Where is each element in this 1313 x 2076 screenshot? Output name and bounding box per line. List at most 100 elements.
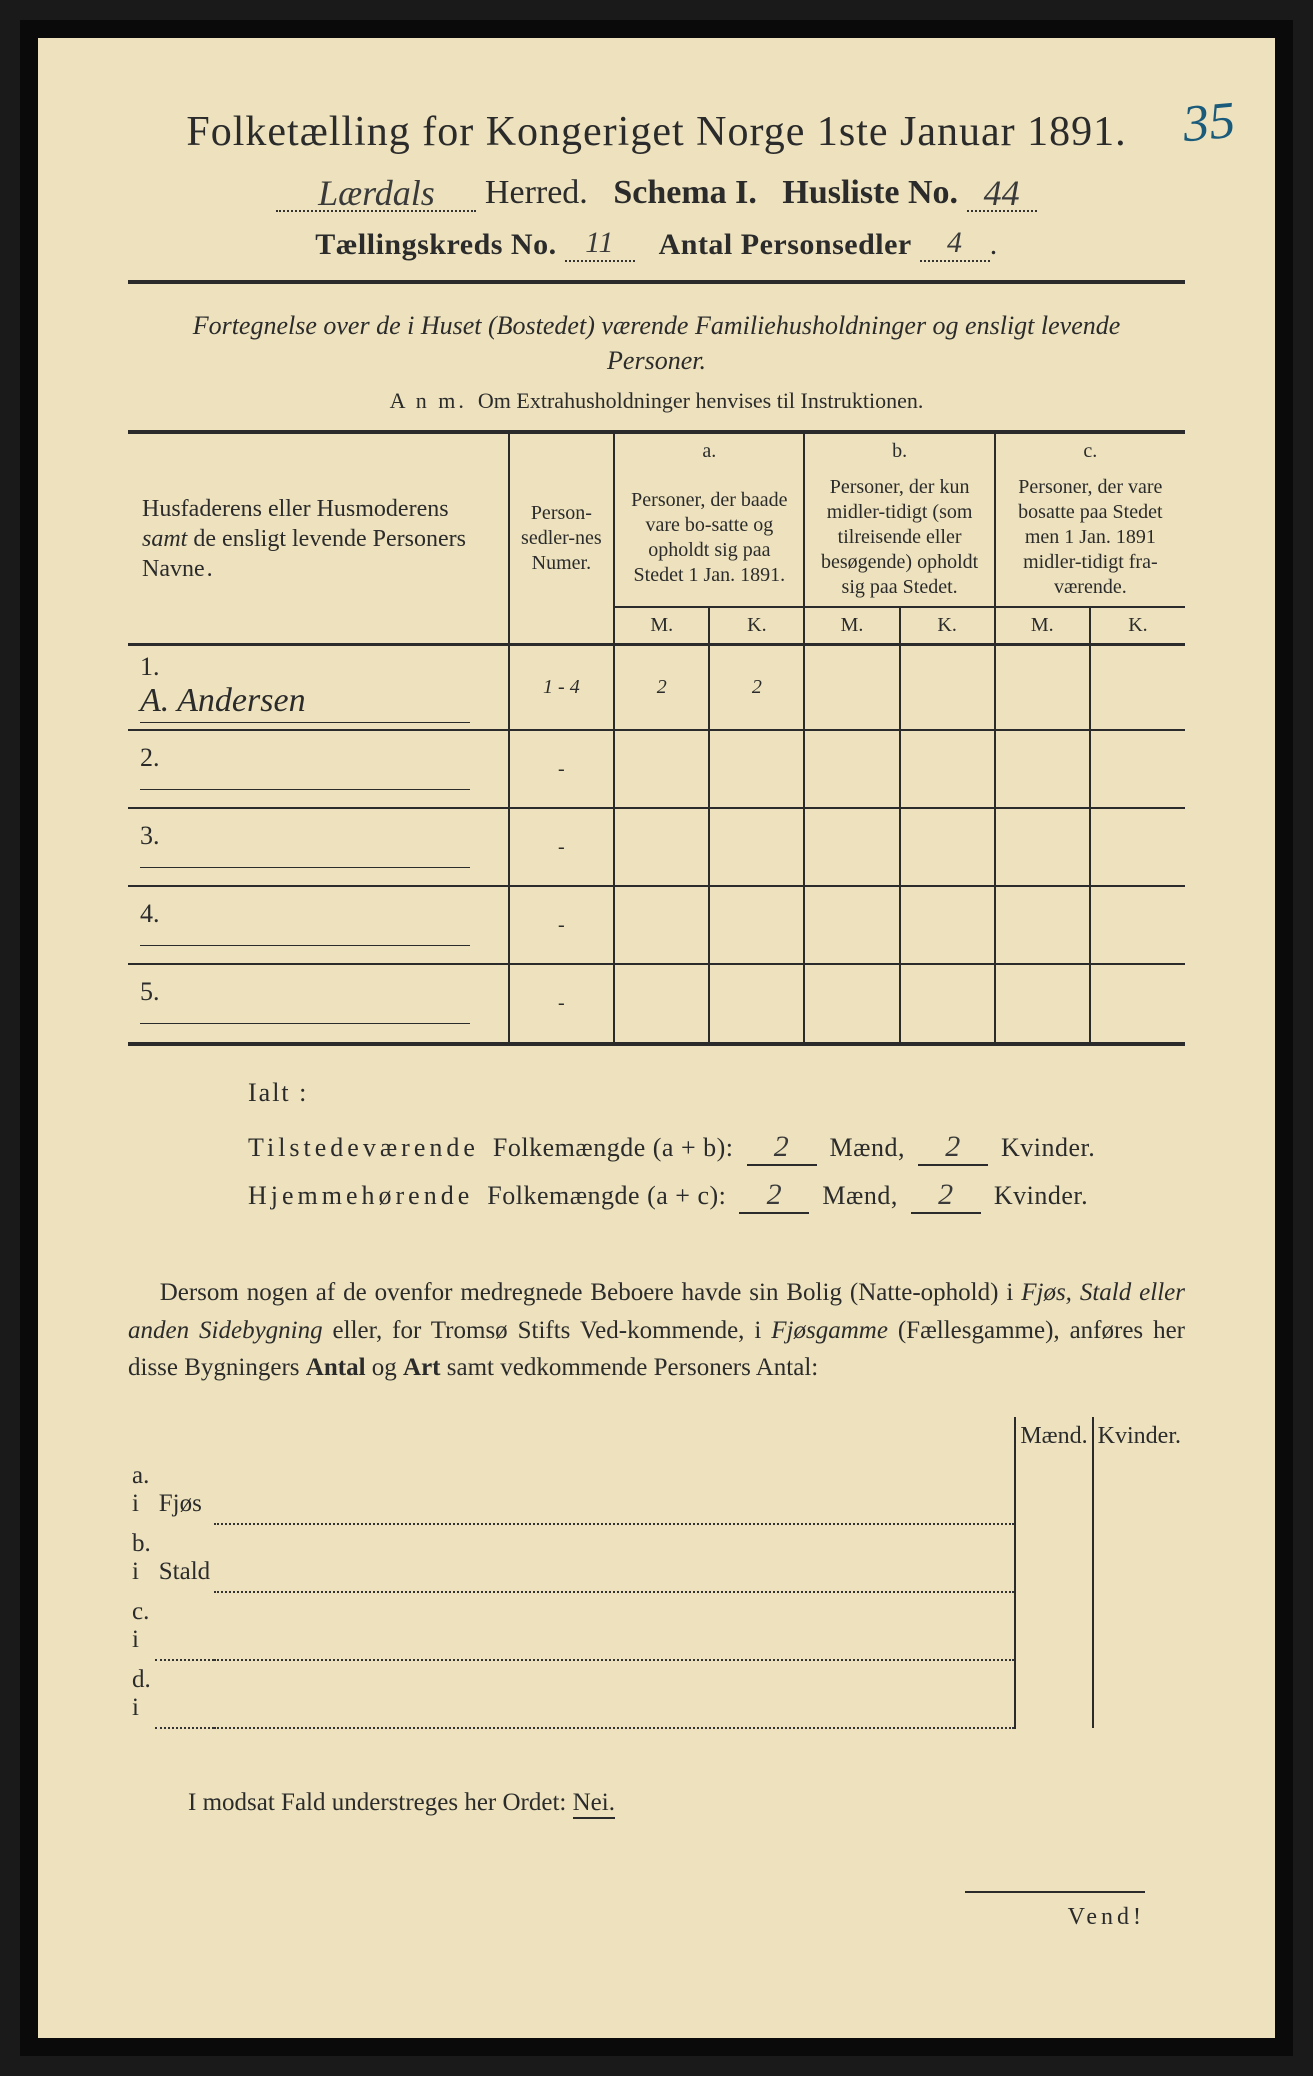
col-numer: Person-sedler-nes Numer. [509,434,615,645]
cell-bk [900,964,995,1042]
side-type: Stald [155,1524,214,1592]
cell-ak [709,730,804,808]
cell-ck [1090,886,1185,964]
side-row: b. i Stald [128,1524,1185,1592]
b-k: K. [900,607,995,645]
col-c-top: c. [995,434,1185,469]
summary-line-2: Hjemmehørende Folkemængde (a + c): 2 Mæn… [248,1178,1185,1214]
maend-label: Mænd, [830,1133,905,1162]
side-k [1093,1660,1185,1728]
side-header: Mænd. Kvinder. [128,1417,1185,1456]
col-b: Personer, der kun midler-tidigt (som til… [804,469,994,607]
schema-label: Schema I. [613,174,757,211]
col-a-top: a. [614,434,804,469]
cell-bm [804,646,899,730]
cell-numer: 1 - 4 [509,646,615,730]
cell-am [614,808,709,886]
herred-line: Lærdals Herred. Schema I. Husliste No. 4… [128,168,1185,212]
ialt-label: Ialt : [248,1078,1185,1108]
cell-bm [804,730,899,808]
cell-ck [1090,964,1185,1042]
census-table: Husfaderens eller Husmoderens samt de en… [128,434,1185,1042]
row-num: 2. [140,743,168,773]
herred-field: Lærdals [276,168,476,212]
cell-ak [709,886,804,964]
side-label: d. i [128,1660,155,1728]
cell-name: 3. [128,808,509,886]
header-row-top: Husfaderens eller Husmoderens samt de en… [128,434,1185,469]
cell-numer: - [509,808,615,886]
herred-label: Herred. [485,174,588,211]
summary2-k: 2 [938,1178,954,1211]
anm-label: A n m. [390,388,467,413]
b-m: M. [804,607,899,645]
side-m [1015,1524,1092,1592]
ialt-block: Ialt : Tilstedeværende Folkemængde (a + … [248,1078,1185,1214]
anm-line: A n m. Om Extrahusholdninger henvises ti… [128,388,1185,414]
cell-cm [995,646,1090,730]
antal-field: 4 [920,226,990,262]
cell-cm [995,808,1090,886]
cell-bk [900,886,995,964]
document-paper: 35 Folketælling for Kongeriget Norge 1st… [38,38,1275,2038]
telling-value: 11 [585,226,614,259]
side-m [1015,1456,1092,1524]
nei-prefix: I modsat Fald understreges her Ordet: [188,1789,566,1816]
a-m: M. [614,607,709,645]
side-k [1093,1456,1185,1524]
summary2-m: 2 [767,1178,783,1211]
cell-bm [804,808,899,886]
cell-cm [995,964,1090,1042]
a-k: K. [709,607,804,645]
cell-name: 4. [128,886,509,964]
side-type: Fjøs [155,1456,214,1524]
side-k [1093,1592,1185,1660]
cell-name: 5. [128,964,509,1042]
vend-label: Vend! [1068,1904,1145,1930]
vend-block: Vend! [128,1877,1185,1931]
summary1-label: Tilstedeværende [248,1133,479,1162]
col-name: Husfaderens eller Husmoderens samt de en… [128,434,509,645]
cell-bk [900,808,995,886]
side-row: a. i Fjøs [128,1456,1185,1524]
side-row: d. i [128,1660,1185,1728]
row-num: 3. [140,821,168,851]
cell-bk [900,646,995,730]
col-a: Personer, der baade vare bo-satte og oph… [614,469,804,607]
row-num: 4. [140,899,168,929]
fortegnelse-text: Fortegnelse over de i Huset (Bostedet) v… [168,308,1145,378]
cell-ck [1090,646,1185,730]
cell-ck [1090,730,1185,808]
cell-ak [709,808,804,886]
side-head-m: Mænd. [1015,1417,1092,1456]
telling-line: Tællingskreds No. 11 Antal Personsedler … [128,226,1185,262]
c-m: M. [995,607,1090,645]
maend-label: Mænd, [822,1181,897,1210]
dersom-paragraph: Dersom nogen af de ovenfor medregnede Be… [128,1274,1185,1387]
telling-field: 11 [565,226,635,262]
dot-fill [214,1456,1015,1524]
rule-1 [128,280,1185,284]
cell-numer: - [509,730,615,808]
scan-frame: 35 Folketælling for Kongeriget Norge 1st… [20,20,1293,2056]
name-value: A. Andersen [140,682,306,719]
cell-ck [1090,808,1185,886]
cell-ak [709,964,804,1042]
census-title: Folketælling for Kongeriget Norge 1ste J… [128,108,1185,156]
row-num: 5. [140,977,168,1007]
side-row: c. i [128,1592,1185,1660]
husliste-value: 44 [984,173,1020,213]
side-building-table: Mænd. Kvinder. a. i Fjøs b. i Stald c. i [128,1417,1185,1729]
antal-value: 4 [947,226,963,259]
cell-am [614,730,709,808]
dot-fill [214,1524,1015,1592]
telling-label: Tællingskreds No. [315,228,556,261]
cell-am [614,964,709,1042]
side-label: a. i [128,1456,155,1524]
side-m [1015,1592,1092,1660]
table-row: 1. A. Andersen 1 - 4 2 2 [128,646,1185,730]
side-head-k: Kvinder. [1093,1417,1185,1456]
table-row: 5. - [128,964,1185,1042]
husliste-field: 44 [967,168,1037,212]
cell-ak: 2 [709,646,804,730]
